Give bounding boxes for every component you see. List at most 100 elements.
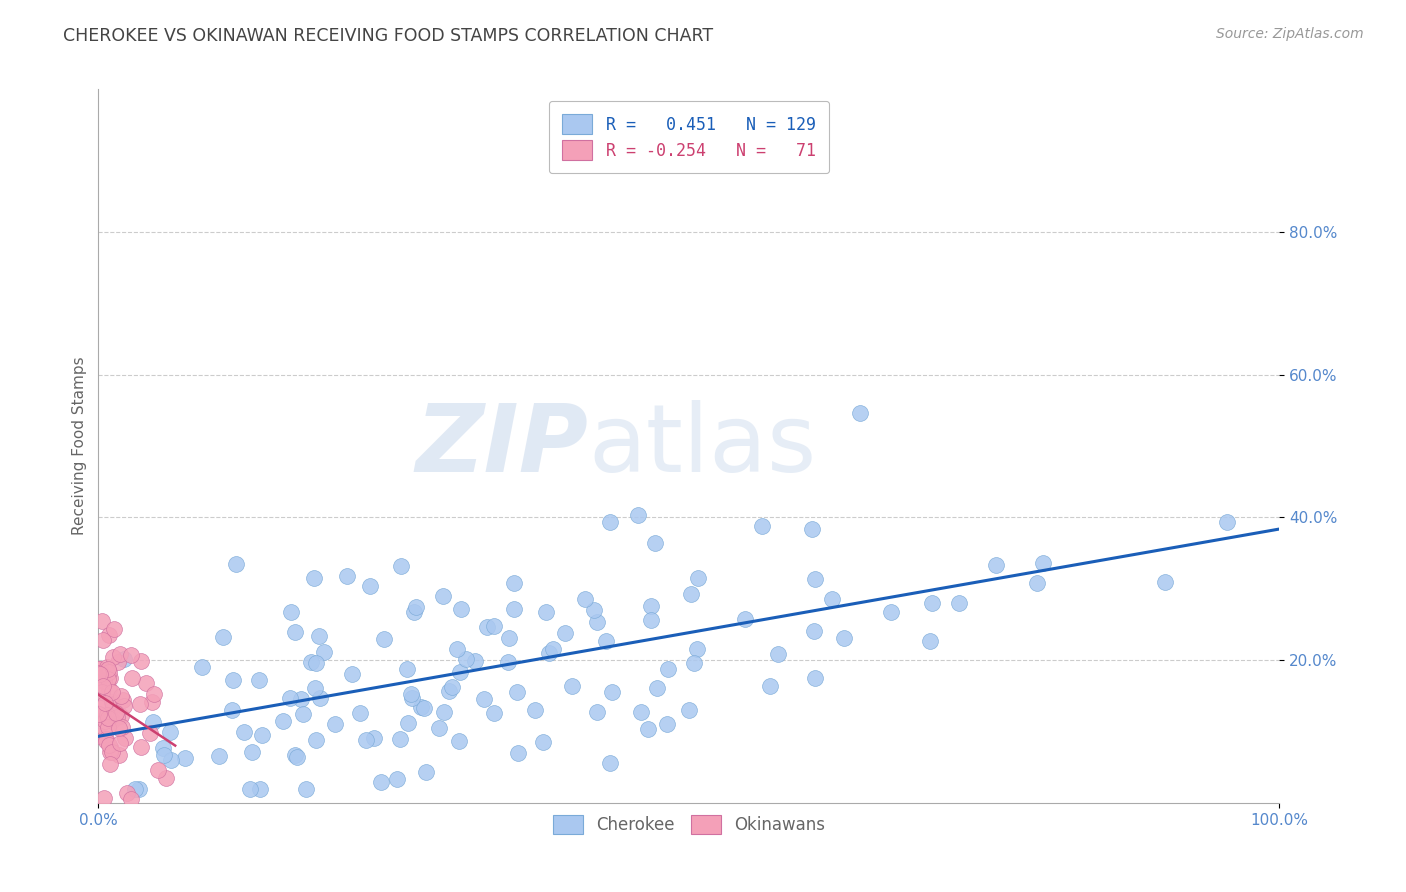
- Text: Source: ZipAtlas.com: Source: ZipAtlas.com: [1216, 27, 1364, 41]
- Point: [984, 558, 1007, 573]
- Point: [409, 700, 432, 714]
- Point: [93, 790, 115, 805]
- Point: [98, 681, 121, 696]
- Point: [299, 655, 322, 669]
- Point: [290, 692, 312, 706]
- Point: [803, 624, 825, 639]
- Point: [112, 652, 135, 666]
- Point: [531, 735, 554, 749]
- Text: atlas: atlas: [589, 400, 817, 492]
- Point: [129, 654, 152, 668]
- Point: [678, 703, 700, 717]
- Point: [87, 666, 110, 681]
- Point: [98, 711, 121, 725]
- Point: [128, 781, 150, 796]
- Point: [110, 736, 132, 750]
- Point: [105, 706, 128, 720]
- Point: [503, 602, 526, 616]
- Point: [373, 632, 395, 646]
- Point: [396, 662, 419, 676]
- Point: [285, 749, 308, 764]
- Point: [359, 578, 381, 592]
- Point: [1032, 556, 1054, 570]
- Point: [89, 706, 111, 721]
- Point: [97, 628, 120, 642]
- Point: [100, 712, 122, 726]
- Point: [100, 714, 122, 728]
- Point: [415, 764, 437, 779]
- Point: [107, 747, 129, 762]
- Point: [152, 740, 174, 755]
- Point: [340, 667, 363, 681]
- Point: [599, 516, 621, 530]
- Point: [117, 786, 139, 800]
- Point: [503, 576, 526, 591]
- Point: [146, 764, 169, 778]
- Point: [141, 695, 163, 709]
- Point: [101, 695, 124, 709]
- Point: [98, 738, 121, 752]
- Point: [921, 596, 943, 610]
- Point: [370, 775, 392, 789]
- Point: [312, 645, 335, 659]
- Point: [399, 687, 422, 701]
- Point: [920, 633, 942, 648]
- Point: [640, 599, 662, 614]
- Point: [681, 586, 703, 600]
- Point: [586, 705, 609, 719]
- Point: [308, 629, 330, 643]
- Point: [396, 715, 419, 730]
- Point: [208, 749, 231, 764]
- Point: [103, 650, 125, 665]
- Point: [225, 557, 247, 571]
- Point: [93, 673, 115, 688]
- Point: [848, 406, 870, 420]
- Point: [506, 685, 529, 699]
- Point: [97, 673, 120, 687]
- Point: [766, 648, 789, 662]
- Point: [100, 685, 122, 699]
- Point: [433, 705, 456, 719]
- Point: [1026, 576, 1049, 591]
- Point: [142, 687, 165, 701]
- Point: [139, 726, 162, 740]
- Point: [96, 665, 118, 679]
- Point: [94, 696, 117, 710]
- Point: [304, 681, 326, 696]
- Point: [111, 720, 134, 734]
- Point: [221, 702, 243, 716]
- Point: [100, 741, 122, 756]
- Point: [446, 642, 468, 657]
- Point: [456, 652, 478, 666]
- Point: [574, 592, 596, 607]
- Point: [100, 745, 122, 759]
- Point: [496, 656, 519, 670]
- Point: [98, 671, 121, 685]
- Point: [91, 685, 114, 699]
- Point: [142, 714, 165, 729]
- Y-axis label: Receiving Food Stamps: Receiving Food Stamps: [72, 357, 87, 535]
- Point: [153, 747, 176, 762]
- Point: [349, 706, 371, 720]
- Point: [222, 673, 245, 687]
- Point: [212, 630, 235, 644]
- Text: ZIP: ZIP: [416, 400, 589, 492]
- Point: [405, 599, 427, 614]
- Text: CHEROKEE VS OKINAWAN RECEIVING FOOD STAMPS CORRELATION CHART: CHEROKEE VS OKINAWAN RECEIVING FOOD STAM…: [63, 27, 713, 45]
- Point: [89, 729, 111, 743]
- Point: [657, 662, 679, 676]
- Point: [120, 648, 142, 662]
- Point: [105, 710, 128, 724]
- Point: [93, 721, 115, 735]
- Point: [97, 711, 120, 725]
- Point: [90, 669, 112, 683]
- Point: [101, 698, 124, 713]
- Point: [804, 671, 827, 685]
- Point: [538, 646, 561, 660]
- Point: [759, 679, 782, 693]
- Point: [630, 705, 652, 719]
- Point: [305, 732, 328, 747]
- Point: [112, 698, 135, 713]
- Point: [103, 623, 125, 637]
- Point: [108, 647, 131, 661]
